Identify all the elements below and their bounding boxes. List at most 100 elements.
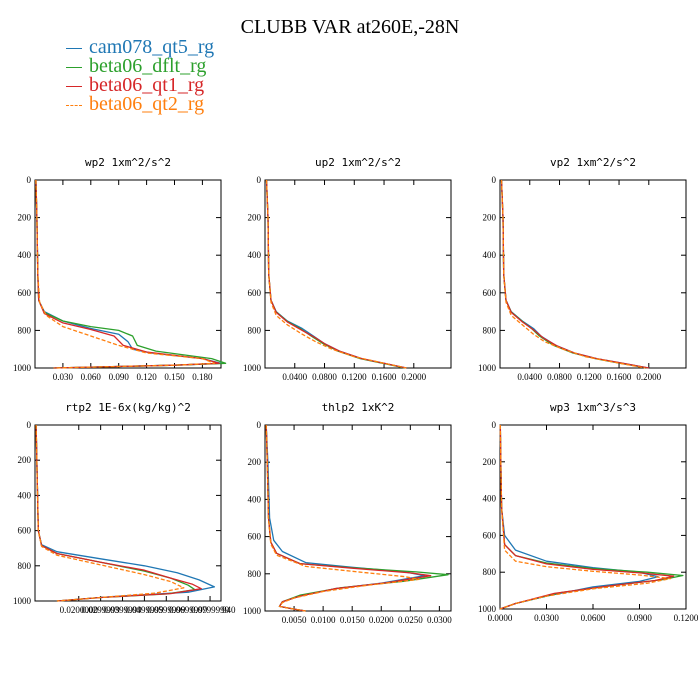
y-tick-label: 800 — [18, 561, 32, 571]
panel-title: wp2 1xm^2/s^2 — [85, 156, 171, 169]
x-tick-label: 0.0000 — [488, 613, 513, 623]
series-line — [500, 179, 648, 369]
series-line — [265, 179, 407, 369]
y-tick-label: 600 — [248, 288, 262, 298]
plot-frame — [34, 424, 222, 602]
x-tick-label: 0.0299999 — [82, 605, 121, 615]
y-tick-label: 600 — [483, 288, 497, 298]
y-tick-label: 400 — [483, 250, 497, 260]
series-line — [35, 424, 216, 602]
x-tick-label: 0.150 — [164, 372, 185, 382]
series-line — [499, 424, 672, 610]
panel-title: vp2 1xm^2/s^2 — [550, 156, 636, 169]
x-tick-label: 0.120 — [136, 372, 157, 382]
legend-label: beta06_dflt_rg — [89, 55, 207, 77]
y-tick-label: 200 — [483, 213, 497, 223]
y-tick-label: 0 — [492, 175, 497, 185]
x-tick-label: 0.2000 — [636, 372, 661, 382]
y-tick-label: 800 — [248, 325, 262, 335]
x-tick-label: 0.1200 — [674, 613, 699, 623]
x-tick-label: 0.180 — [192, 372, 213, 382]
y-tick-label: 1000 — [243, 363, 262, 373]
chart-panel: up2 1xm^2/s^2 0 200 400 600 800 1000 0.0400 0.08… — [243, 156, 452, 382]
plot-frame — [264, 179, 452, 369]
series-line — [35, 424, 196, 602]
y-tick-label: 1000 — [243, 606, 262, 616]
x-tick-label: 0.0800 — [547, 372, 572, 382]
series-line — [265, 179, 407, 369]
x-tick-label: 0.1200 — [342, 372, 367, 382]
y-tick-label: 600 — [248, 532, 262, 542]
x-tick-label: 0.0300 — [427, 615, 452, 625]
y-tick-label: 200 — [18, 455, 32, 465]
plot-frame — [264, 424, 452, 612]
y-tick-label: 0 — [27, 175, 32, 185]
legend-swatch — [66, 47, 82, 49]
series-line — [265, 424, 449, 612]
chart-panel: vp2 1xm^2/s^2 0 200 400 600 800 1000 0.0400 0.08… — [478, 156, 687, 382]
y-tick-label: 200 — [483, 457, 497, 467]
legend-entry: cam078_qt5_rg — [66, 36, 215, 58]
series-line — [265, 424, 420, 612]
x-tick-label: 0.0599999 — [147, 605, 186, 615]
x-tick-label: 0.0100 — [311, 615, 336, 625]
panel-title: wp3 1xm^3/s^3 — [550, 401, 636, 414]
y-tick-label: 0 — [257, 175, 262, 185]
x-tick-label: 0.0050 — [282, 615, 307, 625]
series-line — [35, 179, 220, 369]
legend-swatch — [66, 66, 82, 68]
series-line — [499, 424, 675, 610]
y-tick-label: 600 — [18, 526, 32, 536]
series-line — [499, 424, 659, 610]
y-tick-label: 400 — [248, 494, 262, 504]
x-tick-label: 0.0399999 — [103, 605, 142, 615]
x-tick-label: 0.0499999 — [125, 605, 164, 615]
series-line — [500, 179, 646, 369]
plot-frame — [499, 179, 687, 369]
x-tick-label: 0.1600 — [607, 372, 632, 382]
y-tick-label: 800 — [248, 569, 262, 579]
series-line — [265, 424, 426, 612]
x-tick-label: 0.0900 — [627, 613, 652, 623]
y-tick-label: 800 — [483, 325, 497, 335]
x-tick-label: 0.2000 — [401, 372, 426, 382]
panel-title: rtp2 1E-6x(kg/kg)^2 — [65, 401, 191, 414]
y-tick-label: 600 — [18, 288, 32, 298]
y-tick-label: 800 — [18, 325, 32, 335]
legend-entry: beta06_qt1_rg — [66, 74, 214, 96]
x-tick-label: 0.0800 — [312, 372, 337, 382]
series-line — [35, 424, 202, 602]
legend-label: beta06_qt2_rg — [89, 93, 205, 115]
chart-panel: thlp2 1xK^2 0 200 400 600 800 1000 0.0050 0.0100… — [243, 401, 452, 625]
y-tick-label: 600 — [483, 530, 497, 540]
x-tick-label: 0.0400 — [282, 372, 307, 382]
series-line — [500, 179, 649, 369]
legend-label: cam078_qt5_rg — [89, 36, 215, 58]
legend: cam078_qt5_rg beta06_dflt_rg beta06_qt1_… — [66, 36, 215, 115]
chart-panel: rtp2 1E-6x(kg/kg)^2 0 200 400 600 800 1000 0.02… — [13, 401, 236, 615]
y-tick-label: 200 — [18, 213, 32, 223]
x-tick-label: 0.0300 — [534, 613, 559, 623]
x-tick-label: 0.0400 — [517, 372, 542, 382]
y-tick-label: 0 — [257, 420, 262, 430]
y-tick-label: 0 — [492, 420, 497, 430]
series-line — [35, 179, 222, 369]
legend-label: beta06_qt1_rg — [89, 74, 205, 96]
x-tick-label: 0.0200000 — [60, 605, 99, 615]
y-tick-label: 400 — [18, 250, 32, 260]
y-tick-label: 400 — [248, 250, 262, 260]
series-line — [35, 179, 227, 369]
chart-panel: wp2 1xm^2/s^2 0 200 400 600 800 1000 0.030 0.060… — [13, 156, 227, 382]
y-tick-label: 200 — [248, 213, 262, 223]
panel-title: up2 1xm^2/s^2 — [315, 156, 401, 169]
x-tick-label: 0.0600 — [581, 613, 606, 623]
x-tick-label: 0.0150 — [340, 615, 365, 625]
x-tick-label: 0.090 — [109, 372, 130, 382]
legend-swatch — [66, 85, 82, 87]
y-tick-label: 1000 — [478, 604, 497, 614]
series-line — [35, 179, 216, 369]
plot-frame — [34, 179, 222, 369]
legend-entry: beta06_qt2_rg — [66, 93, 214, 115]
y-tick-label: 1000 — [13, 363, 32, 373]
